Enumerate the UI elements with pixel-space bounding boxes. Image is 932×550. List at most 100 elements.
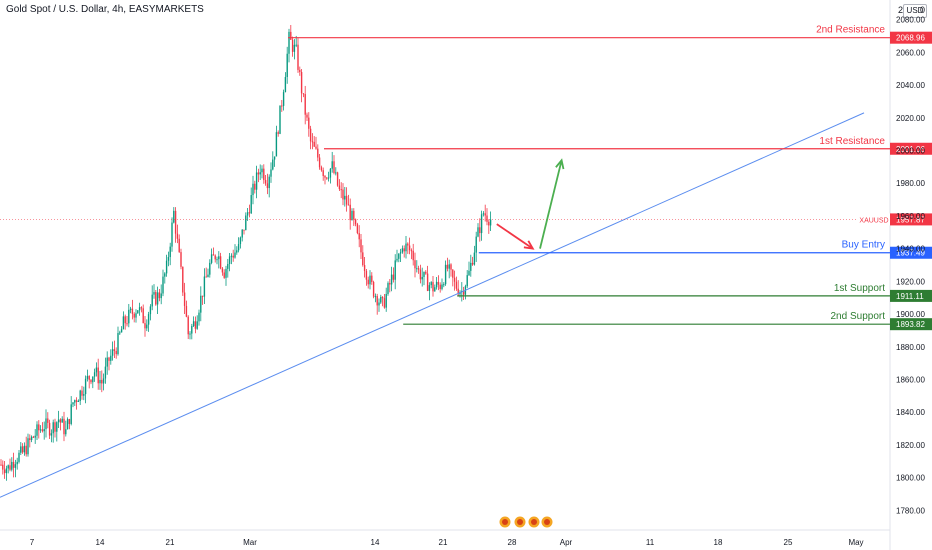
candle-body	[326, 177, 328, 179]
candle-body	[203, 276, 206, 297]
candle-body	[257, 172, 260, 175]
candle-body	[34, 435, 36, 438]
chart-title: Gold Spot / U.S. Dollar, 4h, EASYMARKETS	[6, 4, 204, 15]
candle-body	[416, 268, 418, 270]
candle-body	[381, 296, 384, 299]
candle-body	[99, 379, 101, 384]
candle-body	[14, 464, 17, 468]
candle-body	[329, 168, 332, 178]
candle-body	[291, 39, 294, 52]
level-price-value: 1911.11	[896, 292, 924, 301]
candle-body	[239, 237, 242, 245]
candle-body	[455, 281, 458, 289]
candle-body	[437, 281, 440, 285]
candle-body	[286, 53, 288, 78]
y-tick-label: 1820.00	[896, 441, 925, 450]
level-price-value: 2068.96	[896, 34, 925, 43]
candle-body	[362, 252, 364, 266]
projection-down-arrow	[496, 223, 534, 250]
candle-body	[423, 271, 425, 277]
candle-body	[207, 274, 209, 277]
candle-body	[3, 469, 6, 474]
candle-body	[88, 375, 90, 380]
candle-body	[486, 215, 488, 222]
candle-body	[299, 69, 301, 73]
candles-layer	[0, 24, 492, 481]
candle-body	[324, 175, 326, 178]
candle-body	[452, 269, 454, 278]
candle-body	[300, 72, 303, 94]
candle-body	[106, 357, 108, 367]
candle-body	[212, 254, 215, 256]
candle-body	[365, 270, 368, 280]
candle-body	[273, 156, 276, 160]
candle-body	[376, 296, 378, 306]
candle-body	[345, 195, 348, 205]
candle-body	[167, 257, 170, 261]
candle-body	[97, 367, 99, 384]
candle-body	[84, 378, 87, 395]
levels-layer: XAUUSD 1957.87 2nd Resistance 2068.96 1st Re…	[0, 25, 932, 498]
candle-body	[101, 379, 103, 384]
projection-up-arrow	[539, 160, 563, 249]
candle-body	[191, 326, 193, 334]
candle-body	[209, 262, 211, 275]
candle-body	[342, 189, 344, 200]
candle-body	[263, 168, 265, 181]
candle-body	[426, 273, 429, 291]
candle-body	[236, 250, 238, 253]
candle-body	[459, 291, 461, 295]
candle-body	[363, 265, 366, 271]
y-tick-label: 2060.00	[896, 48, 925, 57]
candle-body	[408, 245, 411, 251]
candle-body	[140, 307, 143, 309]
candle-body	[443, 284, 445, 286]
candle-body	[320, 167, 323, 171]
candle-body	[457, 288, 459, 295]
candle-body	[21, 446, 24, 453]
candle-body	[117, 333, 119, 355]
candle-body	[380, 296, 382, 303]
level-price-tag	[890, 289, 932, 302]
candle-body	[146, 324, 148, 329]
candle-body	[142, 308, 144, 324]
candle-body	[223, 272, 225, 278]
y-tick-label: 1900.00	[896, 310, 925, 319]
candle-body	[421, 276, 423, 280]
x-tick-label: 28	[508, 538, 517, 547]
candle-body	[419, 269, 422, 280]
candle-body	[356, 224, 359, 234]
symbol-label-bg	[858, 213, 890, 226]
candle-body	[315, 146, 317, 149]
candle-body	[484, 213, 486, 216]
candle-body	[52, 422, 54, 434]
candle-body	[412, 250, 414, 261]
x-tick-label: 11	[646, 538, 655, 547]
candle-body	[390, 274, 393, 285]
candle-body	[344, 195, 346, 200]
candle-body	[81, 390, 83, 396]
candle-body	[306, 114, 308, 118]
candle-body	[48, 422, 51, 436]
candle-body	[102, 378, 105, 384]
currency-badge[interactable]: USD	[903, 4, 927, 18]
candle-body	[36, 424, 38, 436]
y-tick-label: 1960.00	[896, 212, 925, 221]
candle-body	[77, 400, 80, 402]
current-price-value: 1957.87	[896, 215, 925, 224]
candle-body	[237, 244, 240, 251]
candle-body	[45, 418, 47, 430]
candle-body	[264, 180, 267, 184]
candle-body	[311, 141, 314, 143]
candle-body	[241, 229, 243, 238]
candle-body	[367, 279, 369, 285]
candle-body	[333, 161, 335, 173]
candle-body	[279, 105, 281, 134]
candle-body	[198, 312, 200, 322]
candle-body	[128, 309, 130, 324]
candle-body	[489, 219, 492, 226]
candle-body	[401, 248, 404, 253]
candle-body	[219, 256, 222, 269]
candle-body	[54, 422, 56, 432]
